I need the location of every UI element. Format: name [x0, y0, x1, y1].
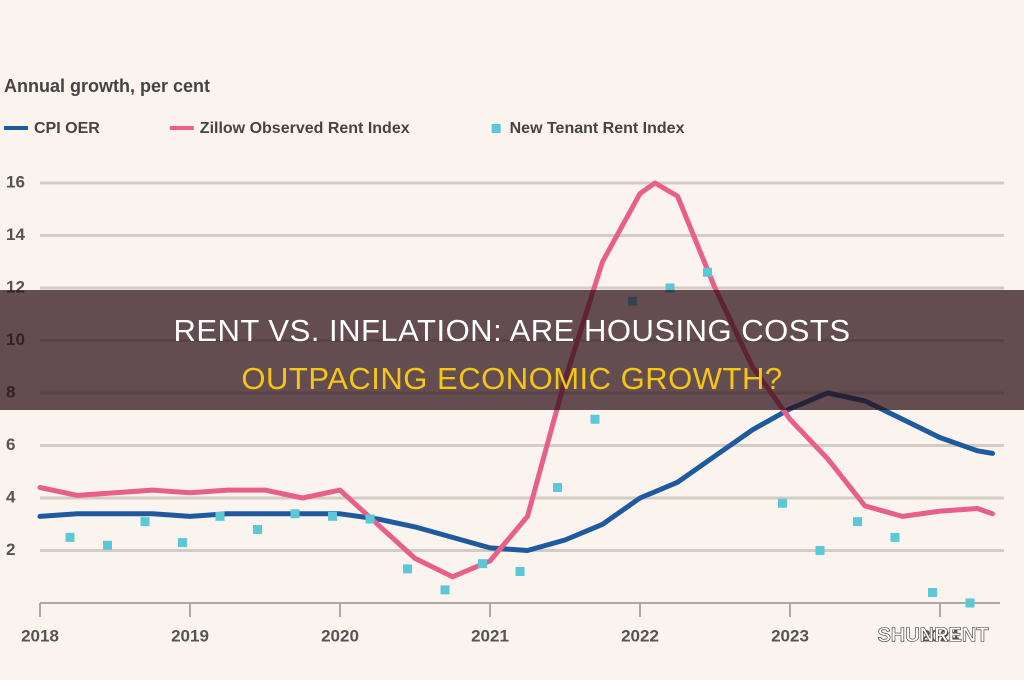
watermark: SHUNRENT: [877, 624, 988, 646]
x-tick-label: 2023: [771, 626, 809, 645]
data-point: [965, 598, 975, 608]
data-point: [665, 283, 675, 293]
data-point: [815, 546, 825, 555]
data-point: [928, 588, 937, 597]
banner: [0, 290, 1024, 410]
legend-label: Zillow Observed Rent Index: [200, 120, 410, 137]
x-tick-label: 2020: [321, 626, 359, 645]
plot: 2468101214162018201920202021202220232024…: [4, 120, 1004, 645]
data-point: [890, 532, 900, 542]
y-tick-label: 16: [6, 172, 25, 191]
data-point: [365, 514, 375, 524]
y-tick-label: 14: [6, 225, 25, 244]
data-line: [37, 180, 995, 580]
subtitle: Annual growth, per cent: [4, 76, 210, 96]
data-point: [853, 517, 862, 527]
x-tick-label: 2021: [471, 626, 509, 645]
data-point: [178, 538, 187, 548]
x-tick-label: 2022: [621, 626, 659, 645]
x-tick-label: 2019: [171, 626, 209, 645]
data-point: [440, 585, 450, 595]
legend-swatch: [491, 124, 501, 133]
banner-title: RENT VS. INFLATION: ARE HOUSING COSTS: [173, 313, 850, 348]
data-point: [103, 540, 112, 550]
banner-title: OUTPACING ECONOMIC GROWTH?: [241, 361, 782, 396]
data-point: [403, 564, 412, 574]
legend-label: CPI OER: [34, 120, 100, 137]
x-tick-label: 2018: [21, 626, 59, 645]
y-tick-label: 2: [6, 540, 15, 559]
y-tick-label: 6: [6, 435, 15, 454]
legend-label: New Tenant Rent Index: [510, 120, 685, 137]
data-point: [778, 498, 787, 508]
data-point: [515, 567, 525, 576]
data-point: [703, 267, 712, 277]
data-point: [140, 517, 150, 527]
data-point: [215, 511, 225, 521]
data-point: [290, 509, 300, 519]
data-point: [553, 483, 562, 492]
data-point: [328, 511, 337, 521]
data-point: [253, 525, 262, 534]
y-tick-label: 4: [6, 487, 16, 506]
data-point: [590, 414, 600, 424]
data-point: [65, 532, 75, 542]
x-tick-label: 2024: [921, 626, 959, 645]
data-point: [478, 559, 487, 569]
